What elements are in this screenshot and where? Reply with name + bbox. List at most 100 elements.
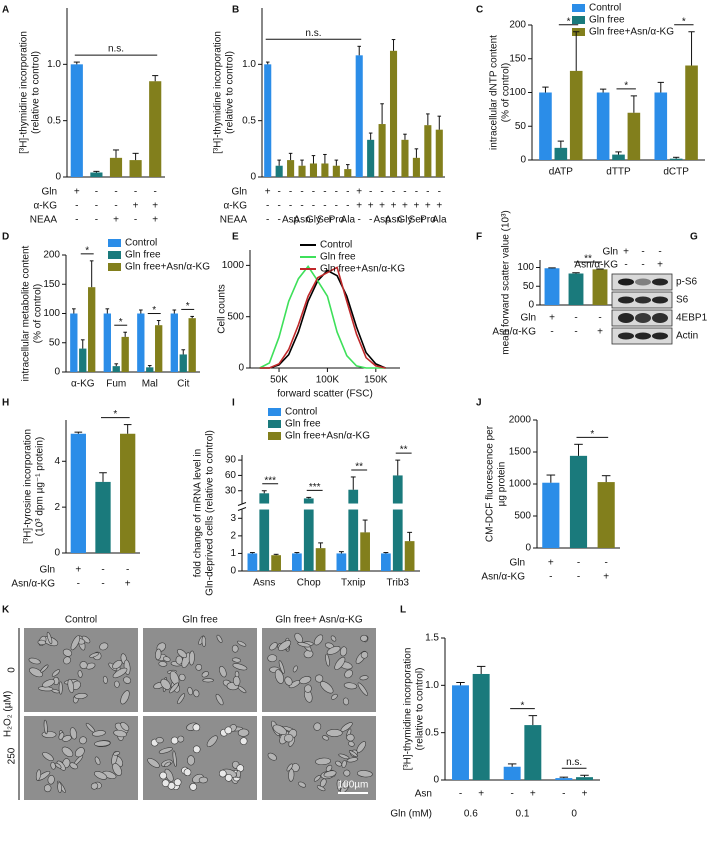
cell (341, 760, 347, 768)
condition-mark: - (277, 201, 280, 212)
condition-mark: - (95, 201, 98, 212)
bar (404, 541, 415, 571)
category-label: dCTP (663, 167, 689, 178)
cell (233, 675, 241, 687)
cell (155, 737, 164, 744)
line (259, 269, 386, 369)
cell (51, 689, 60, 694)
bar (612, 154, 625, 160)
cell (325, 653, 330, 667)
category-label: dTTP (606, 167, 631, 178)
line (259, 266, 386, 369)
condition-mark: + (125, 579, 131, 590)
panel-letter: H (2, 398, 9, 409)
bar (669, 158, 683, 160)
cell (188, 650, 195, 666)
cell (299, 676, 312, 685)
y-axis-label: [³H]-thymidine incorporation (19, 31, 30, 154)
cell (69, 727, 78, 740)
cell (198, 776, 208, 784)
cell (67, 678, 75, 694)
cell (46, 631, 53, 645)
bar (303, 509, 314, 571)
condition-mark: + (436, 201, 442, 212)
condition-mark: + (368, 201, 374, 212)
cell (187, 686, 193, 696)
y-tick-label: 0.5 (242, 115, 256, 126)
condition-mark: - (300, 187, 303, 198)
category-label: 0 (571, 809, 577, 820)
category-label: Chop (297, 578, 321, 589)
cell (278, 640, 292, 651)
cell (219, 666, 227, 678)
condition-mark: - (346, 201, 349, 212)
cell (325, 764, 333, 772)
y-tick-label: 4 (54, 456, 60, 467)
condition-mark: Gly (306, 215, 321, 226)
y-axis-label: CM-DCF fluorescence per (485, 425, 496, 542)
condition-mark: - (312, 187, 315, 198)
condition-mark: + (413, 201, 419, 212)
cell (42, 679, 55, 688)
category-label: α-KG (71, 379, 95, 390)
significance-label: * (85, 245, 89, 256)
cell (77, 670, 83, 678)
bar (188, 318, 196, 372)
condition-mark: + (548, 558, 554, 569)
condition-mark: - (598, 313, 601, 324)
column-header: Gln free+ Asn/α-KG (275, 615, 362, 626)
cell (236, 770, 241, 779)
condition-mark: - (641, 247, 644, 258)
condition-mark: + (391, 201, 397, 212)
cell (346, 733, 355, 742)
condition-mark: - (510, 789, 513, 800)
bar (309, 163, 318, 177)
y-tick-label: 1.5 (425, 633, 439, 644)
condition-mark: + (603, 572, 609, 583)
condition-mark: - (426, 187, 429, 198)
cell (193, 689, 200, 698)
bar (348, 509, 359, 571)
condition-mark: - (323, 187, 326, 198)
condition-mark: - (101, 579, 104, 590)
condition-mark: + (265, 187, 271, 198)
condition-mark: - (75, 201, 78, 212)
x-tick-label: 100K (316, 375, 340, 386)
y-tick-label: 500 (227, 311, 244, 322)
y-axis-label: (% of control) (33, 284, 44, 343)
axis-break (237, 507, 247, 511)
category-label: dATP (549, 167, 574, 178)
y-tick-label: 100 (43, 308, 60, 319)
cell (267, 654, 278, 663)
cell (94, 756, 101, 766)
condition-name: α-KG (223, 201, 247, 212)
blot-band (635, 296, 651, 304)
cell (237, 728, 250, 737)
significance-label: * (567, 16, 571, 27)
cell (357, 682, 368, 696)
bar (524, 725, 542, 780)
bar (120, 433, 136, 553)
significance-label: n.s. (566, 757, 582, 768)
category-label: Txnip (341, 578, 366, 589)
cell (348, 750, 358, 758)
cell (161, 779, 170, 787)
bar (542, 482, 560, 548)
cell (284, 676, 293, 686)
bar (412, 157, 420, 177)
condition-mark: + (152, 215, 158, 226)
condition-name: Gln (41, 187, 57, 198)
cell (201, 671, 209, 678)
blot-band (652, 278, 668, 286)
condition-mark: - (346, 187, 349, 198)
bar (287, 160, 295, 177)
legend-label: Gln free (320, 252, 356, 263)
significance-label: * (119, 317, 123, 328)
cell (160, 678, 171, 690)
cell (178, 673, 186, 681)
y-tick-label: 90 (225, 455, 237, 466)
cell (70, 635, 81, 651)
condition-mark: + (356, 187, 362, 198)
legend-swatch (108, 251, 121, 259)
